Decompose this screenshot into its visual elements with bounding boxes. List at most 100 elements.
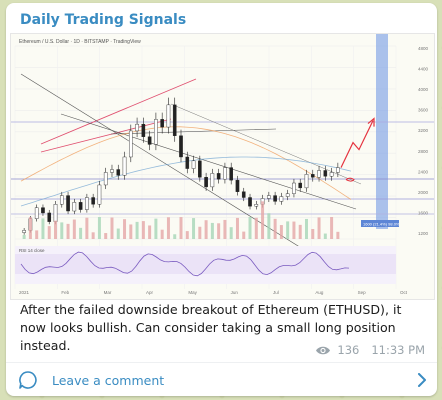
candle: [66, 195, 70, 212]
candle: [110, 169, 114, 173]
forecast-band: [376, 34, 388, 229]
trend-line-upper: [40, 78, 197, 145]
candle: [78, 202, 83, 210]
volume-bar: [330, 217, 334, 239]
projection-arrow: [340, 120, 374, 168]
candle: [223, 167, 227, 180]
candle: [248, 197, 252, 207]
x-tick-label: 2021: [19, 290, 30, 295]
volume-bar: [192, 218, 196, 239]
volume-bar: [248, 217, 252, 239]
volume-bar: [41, 218, 45, 239]
volume-bar: [104, 233, 108, 239]
candle: [285, 193, 290, 197]
candle: [179, 135, 183, 158]
volume-bar: [123, 219, 127, 239]
volume-bar: [116, 228, 120, 239]
volume-bar: [166, 217, 170, 239]
x-tick-label: Oct: [400, 290, 408, 295]
x-tick-label: Apr: [146, 290, 154, 295]
candle: [216, 173, 221, 180]
candle: [172, 104, 177, 136]
candle: [273, 195, 277, 202]
candle: [85, 197, 89, 210]
candle: [235, 179, 240, 192]
candle: [229, 167, 233, 181]
volume-bar: [286, 221, 290, 239]
volume-bar: [198, 226, 202, 239]
y-tick-label: 3600: [418, 108, 429, 113]
volume-bar: [323, 233, 327, 239]
divider: [6, 362, 437, 363]
x-tick-label: Mar: [104, 290, 112, 295]
candle: [34, 207, 39, 219]
candle: [147, 136, 152, 145]
comment-bubble-icon: [19, 371, 37, 389]
candle: [298, 182, 303, 189]
chevron-right-icon[interactable]: [417, 373, 427, 387]
candle: [185, 156, 190, 169]
trading-chart: Ethereum / U.S. Dollar · 1D · BITSTAMP ·…: [11, 34, 434, 299]
leave-comment-button[interactable]: Leave a comment: [18, 369, 427, 391]
candle: [267, 195, 271, 199]
volume-bar: [204, 220, 208, 239]
candle: [292, 182, 296, 194]
candle: [210, 173, 215, 188]
candle: [204, 177, 208, 188]
projection-label-box: [361, 220, 399, 227]
volume-bar: [79, 227, 83, 239]
candle: [160, 119, 164, 128]
y-tick-label: 2800: [418, 149, 429, 154]
volume-bar: [304, 218, 308, 239]
projection-label: 1600 (21.4%) 98.0%: [363, 222, 400, 227]
channel-name[interactable]: Daily Trading Signals: [20, 12, 187, 28]
x-tick-label: Aug: [315, 290, 324, 295]
volume-bar: [254, 217, 258, 239]
volume-bar: [311, 229, 315, 239]
volume-bar: [22, 235, 26, 239]
x-tick-label: May: [188, 290, 197, 295]
post-time: 11:33 PM: [371, 343, 425, 357]
candle: [310, 174, 315, 178]
y-tick-label: 1200: [418, 231, 429, 236]
rsi-label: RSI 14 close: [19, 248, 45, 253]
volume-bar: [35, 230, 39, 239]
candle: [122, 156, 127, 176]
volume-bar: [54, 220, 58, 239]
y-tick-label: 4800: [418, 46, 429, 51]
candle: [166, 104, 171, 128]
volume-bar: [261, 201, 265, 239]
chart-symbol-header: Ethereum / U.S. Dollar · 1D · BITSTAMP ·…: [19, 39, 141, 45]
candle: [47, 212, 52, 222]
candle: [304, 174, 309, 189]
volume-bar: [141, 221, 145, 239]
volume-bar: [72, 219, 76, 239]
volume-bar: [97, 217, 101, 239]
annotation-mark: [345, 177, 355, 182]
eye-icon: [316, 346, 331, 354]
volume-bar: [148, 225, 152, 239]
volume-bar: [28, 217, 32, 239]
volume-bar: [223, 219, 227, 239]
post-caption: After the failed downside breakout of Et…: [20, 302, 402, 353]
candle: [198, 160, 202, 178]
volume-bar: [235, 217, 239, 239]
rsi-band: [15, 254, 396, 274]
candle: [279, 196, 284, 202]
y-tick-label: 3200: [418, 128, 429, 133]
trend-line: [170, 103, 362, 185]
volume-bar: [279, 225, 283, 239]
volume-bar: [273, 218, 277, 239]
candle: [135, 123, 139, 132]
y-tick-label: 4000: [418, 87, 429, 92]
volume-bar: [229, 227, 233, 239]
rsi-line: [20, 251, 350, 277]
post-meta: 136 11:33 PM: [315, 343, 425, 357]
y-tick-label: 2000: [418, 190, 429, 195]
volume-bar: [135, 221, 139, 239]
candle: [53, 204, 58, 222]
moving-average-line: [20, 126, 352, 200]
candle: [103, 172, 108, 186]
chart-image[interactable]: Ethereum / U.S. Dollar · 1D · BITSTAMP ·…: [10, 33, 435, 300]
candle: [97, 184, 102, 205]
